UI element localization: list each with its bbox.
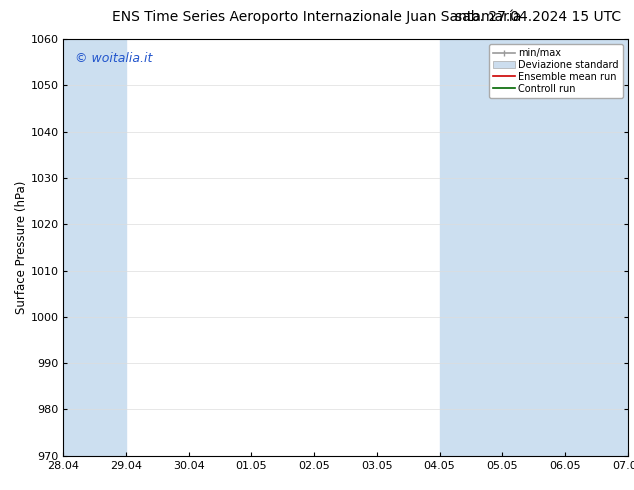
Bar — [63, 39, 126, 456]
Bar — [439, 39, 565, 456]
Text: sab. 27.04.2024 15 UTC: sab. 27.04.2024 15 UTC — [455, 10, 621, 24]
Text: ENS Time Series Aeroporto Internazionale Juan Santamaría: ENS Time Series Aeroporto Internazionale… — [112, 10, 522, 24]
Y-axis label: Surface Pressure (hPa): Surface Pressure (hPa) — [15, 181, 28, 314]
Bar — [565, 39, 628, 456]
Legend: min/max, Deviazione standard, Ensemble mean run, Controll run: min/max, Deviazione standard, Ensemble m… — [489, 44, 623, 98]
Text: © woitalia.it: © woitalia.it — [75, 51, 152, 65]
